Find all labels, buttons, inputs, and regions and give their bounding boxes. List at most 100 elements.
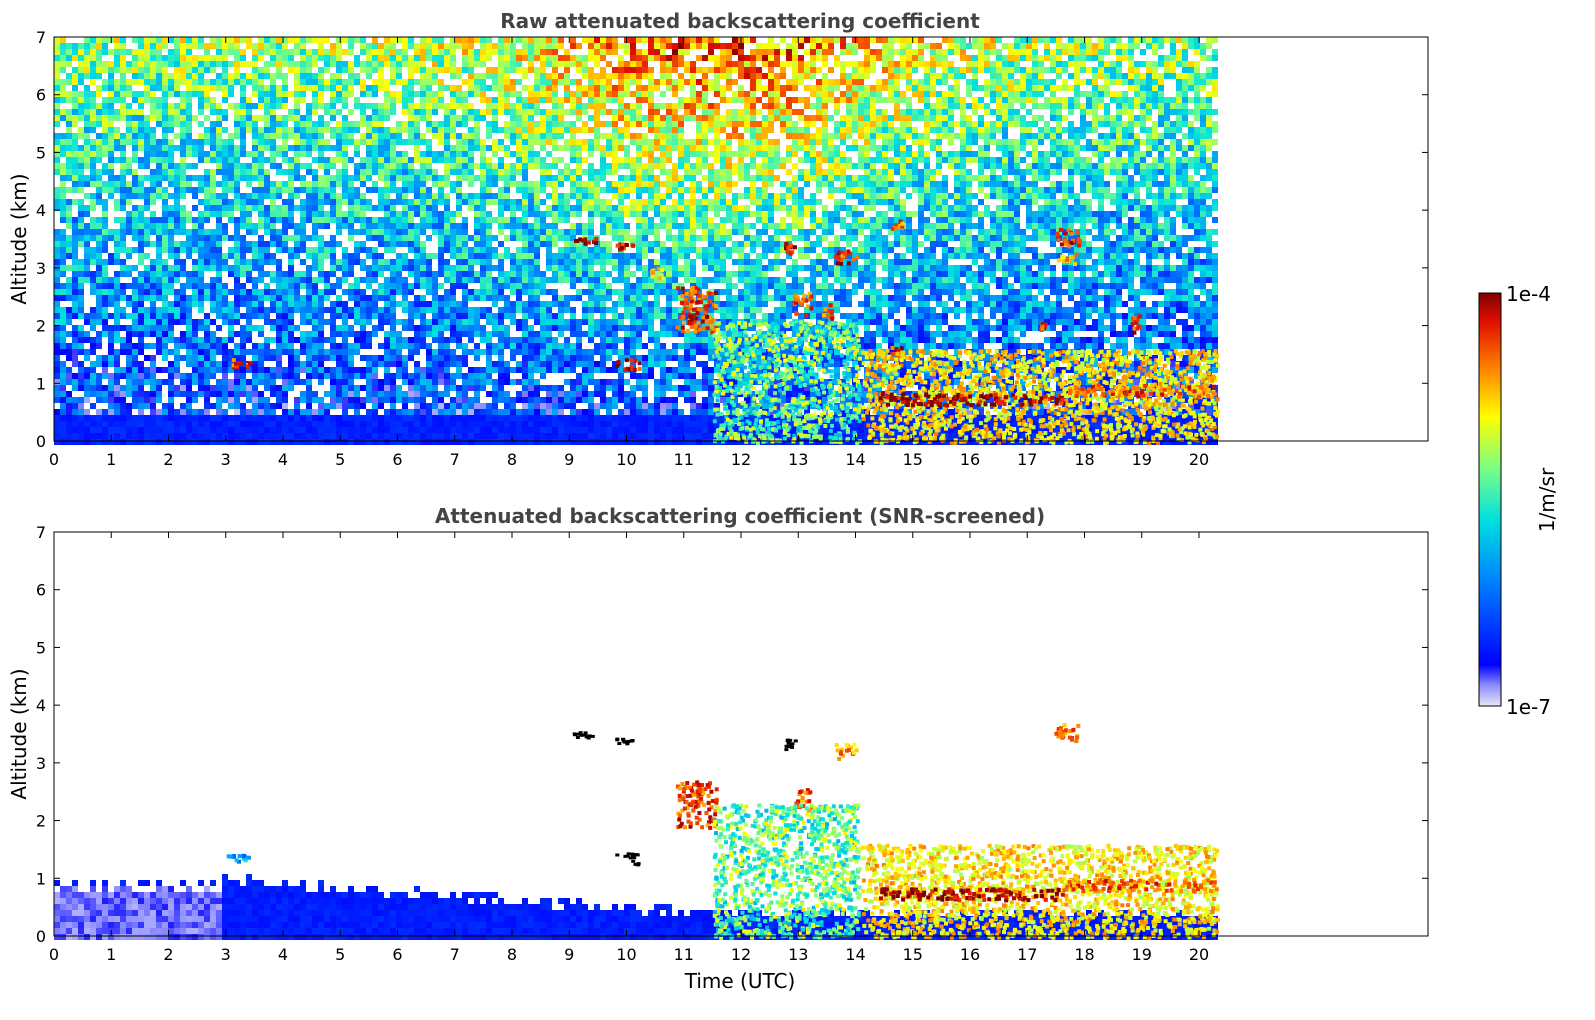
heatmap-cell <box>210 103 216 109</box>
heatmap-cell <box>174 433 180 439</box>
heatmap-cell <box>510 397 516 403</box>
heatmap-cell <box>60 109 66 115</box>
heatmap-cell <box>210 277 216 283</box>
heatmap-cell <box>96 73 102 79</box>
heatmap-cell <box>294 43 300 49</box>
heatmap-cell <box>78 67 84 73</box>
heatmap-cell <box>258 421 264 427</box>
heatmap-cell <box>342 133 348 139</box>
heatmap-cell <box>222 211 228 217</box>
heatmap-cell <box>312 409 318 415</box>
heatmap-cell <box>342 397 348 403</box>
heatmap-cell <box>198 415 204 421</box>
heatmap-cell <box>576 199 582 205</box>
heatmap-cell <box>66 265 72 271</box>
heatmap-cell <box>306 283 312 289</box>
heatmap-cell <box>54 151 60 157</box>
heatmap-cell <box>384 79 390 85</box>
heatmap-cell <box>426 49 432 55</box>
heatmap-cell <box>510 79 516 85</box>
heatmap-cell <box>342 151 348 157</box>
heatmap-cell <box>114 55 120 61</box>
heatmap-cell <box>390 235 396 241</box>
heatmap-cell <box>534 427 540 433</box>
heatmap-cell <box>276 391 282 397</box>
heatmap-cell <box>576 397 582 403</box>
heatmap-cell <box>426 331 432 337</box>
heatmap-cell <box>54 253 60 259</box>
heatmap-cell <box>516 199 522 205</box>
heatmap-cell <box>120 307 126 313</box>
heatmap-cell <box>258 85 264 91</box>
heatmap-cell <box>348 397 354 403</box>
heatmap-cell <box>342 307 348 313</box>
heatmap-cell <box>288 223 294 229</box>
heatmap-cell <box>180 139 186 145</box>
heatmap-cell <box>456 103 462 109</box>
heatmap-cell <box>168 301 174 307</box>
heatmap-cell <box>396 79 402 85</box>
heatmap-cell <box>462 61 468 67</box>
heatmap-cell <box>66 421 72 427</box>
heatmap-cell <box>252 403 258 409</box>
heatmap-cell <box>198 385 204 391</box>
heatmap-cell <box>222 301 228 307</box>
heatmap-cell <box>480 271 486 277</box>
heatmap-cell <box>348 205 354 211</box>
heatmap-cell <box>294 307 300 313</box>
heatmap-cell <box>294 127 300 133</box>
heatmap-cell <box>366 157 372 163</box>
heatmap-cell <box>528 331 534 337</box>
heatmap-cell <box>264 283 270 289</box>
heatmap-cell <box>438 223 444 229</box>
heatmap-cell <box>414 139 420 145</box>
heatmap-cell <box>420 223 426 229</box>
heatmap-cell <box>276 349 282 355</box>
heatmap-cell <box>498 349 504 355</box>
heatmap-cell <box>192 43 198 49</box>
heatmap-cell <box>318 91 324 97</box>
heatmap-cell <box>450 307 456 313</box>
heatmap-cell <box>150 187 156 193</box>
heatmap-cell <box>372 139 378 145</box>
heatmap-cell <box>66 355 72 361</box>
heatmap-cell <box>396 97 402 103</box>
heatmap-cell <box>570 157 576 163</box>
heatmap-cell <box>246 301 252 307</box>
heatmap-cell <box>216 133 222 139</box>
heatmap-cell <box>504 415 510 421</box>
heatmap-cell <box>384 301 390 307</box>
heatmap-cell <box>414 241 420 247</box>
heatmap-cell <box>78 433 84 439</box>
heatmap-cell <box>378 205 384 211</box>
heatmap-cell <box>498 55 504 61</box>
heatmap-cell <box>504 73 510 79</box>
heatmap-cell <box>120 421 126 427</box>
heatmap-cell <box>426 409 432 415</box>
heatmap-cell <box>300 127 306 133</box>
heatmap-cell <box>360 439 366 445</box>
heatmap-cell <box>498 277 504 283</box>
heatmap-cell <box>492 421 498 427</box>
heatmap-cell <box>102 367 108 373</box>
heatmap-cell <box>282 79 288 85</box>
heatmap-cell <box>336 91 342 97</box>
heatmap-cell <box>54 121 60 127</box>
heatmap-cell <box>510 403 516 409</box>
heatmap-cell <box>552 271 558 277</box>
heatmap-cell <box>246 127 252 133</box>
heatmap-cell <box>480 439 486 445</box>
heatmap-cell <box>168 229 174 235</box>
heatmap-cell <box>414 391 420 397</box>
heatmap-cell <box>204 55 210 61</box>
heatmap-cell <box>420 319 426 325</box>
heatmap-cell <box>546 121 552 127</box>
heatmap-cell <box>498 43 504 49</box>
heatmap-cell <box>300 181 306 187</box>
heatmap-cell <box>342 379 348 385</box>
heatmap-cell <box>264 229 270 235</box>
heatmap-cell <box>516 367 522 373</box>
heatmap-cell <box>216 145 222 151</box>
heatmap-cell <box>510 379 516 385</box>
heatmap-cell <box>528 277 534 283</box>
